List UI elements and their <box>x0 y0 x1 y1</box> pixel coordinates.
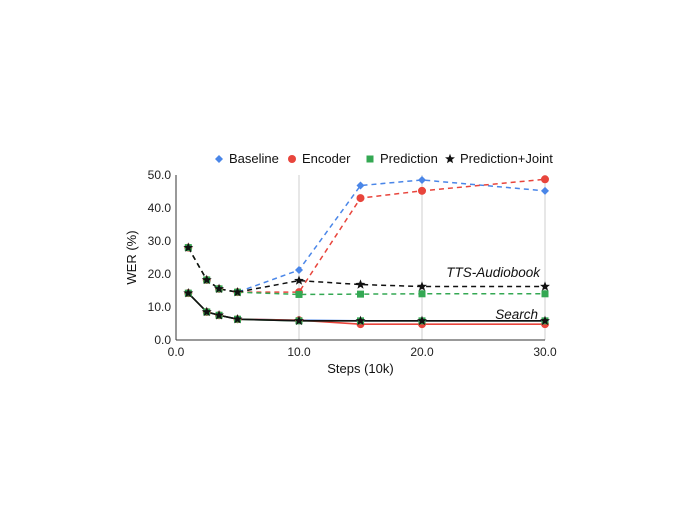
point-prediction-joint-tts-audiobook <box>294 275 304 285</box>
point-prediction-joint-search <box>540 315 550 326</box>
point-prediction-joint-search <box>417 315 427 326</box>
point-encoder-tts-audiobook <box>541 175 549 184</box>
legend-label-prediction: Prediction <box>380 151 438 166</box>
y-tick-label: 50.0 <box>148 168 172 182</box>
point-prediction-joint-search <box>214 310 224 320</box>
point-encoder-tts-audiobook <box>418 186 426 195</box>
point-baseline-tts-audiobook <box>541 186 549 195</box>
legend-marker-baseline <box>215 155 223 163</box>
legend-marker-encoder <box>288 155 296 163</box>
point-prediction-joint-tts-audiobook <box>540 281 550 291</box>
point-prediction-tts-audiobook <box>295 290 303 298</box>
x-tick-label: 30.0 <box>533 345 557 359</box>
tick-labels: 0.0 10.0 20.0 30.0 0.0 10.0 20.0 30.0 40.0 50.0 <box>148 168 557 359</box>
y-tick-label: 10.0 <box>148 300 172 314</box>
legend-label-baseline: Baseline <box>229 151 279 166</box>
y-tick-label: 40.0 <box>148 201 172 215</box>
y-axis-title: WER (%) <box>124 230 139 284</box>
point-prediction-joint-search <box>232 314 243 324</box>
point-baseline-tts-audiobook <box>295 266 303 275</box>
x-tick-label: 20.0 <box>410 345 434 359</box>
point-baseline-tts-audiobook <box>418 175 426 184</box>
data-markers <box>183 175 550 329</box>
point-prediction-joint-search <box>183 287 194 298</box>
point-prediction-joint-tts-audiobook <box>355 279 366 289</box>
legend-label-encoder: Encoder <box>302 151 351 166</box>
point-prediction-joint-search <box>201 306 212 317</box>
y-tick-label: 0.0 <box>154 333 171 347</box>
series-lines <box>187 178 546 325</box>
point-prediction-joint-search <box>355 315 366 326</box>
point-baseline-tts-audiobook <box>356 181 365 190</box>
grid-lines <box>298 175 546 340</box>
point-prediction-joint-tts-audiobook <box>232 286 243 297</box>
point-prediction-joint-tts-audiobook <box>214 283 224 294</box>
legend-label-prediction-joint: Prediction+Joint <box>460 151 553 166</box>
point-prediction-joint-search <box>294 315 304 326</box>
point-prediction-joint-tts-audiobook <box>183 242 194 252</box>
point-prediction-tts-audiobook <box>541 290 549 298</box>
series-line-prediction-joint-search <box>187 292 545 322</box>
x-tick-label: 10.0 <box>287 345 311 359</box>
legend-marker-prediction <box>366 155 374 163</box>
axes <box>175 175 545 341</box>
legend: Baseline Encoder Prediction Prediction+Join… <box>215 151 553 166</box>
point-prediction-joint-tts-audiobook <box>417 281 427 291</box>
x-axis-title: Steps (10k) <box>327 361 393 376</box>
y-tick-label: 30.0 <box>148 234 172 248</box>
point-prediction-tts-audiobook <box>357 290 364 298</box>
point-prediction-tts-audiobook <box>418 290 426 298</box>
group-label-search: Search <box>495 307 538 322</box>
x-tick-label: 0.0 <box>168 345 185 359</box>
point-prediction-joint-tts-audiobook <box>201 274 212 285</box>
legend-marker-prediction-joint <box>445 153 455 164</box>
series-line-prediction-search <box>187 292 545 322</box>
y-tick-label: 20.0 <box>148 267 172 281</box>
series-line-baseline-search <box>187 292 545 322</box>
point-encoder-tts-audiobook <box>356 194 365 203</box>
group-label-tts-audiobook: TTS-Audiobook <box>446 265 541 280</box>
